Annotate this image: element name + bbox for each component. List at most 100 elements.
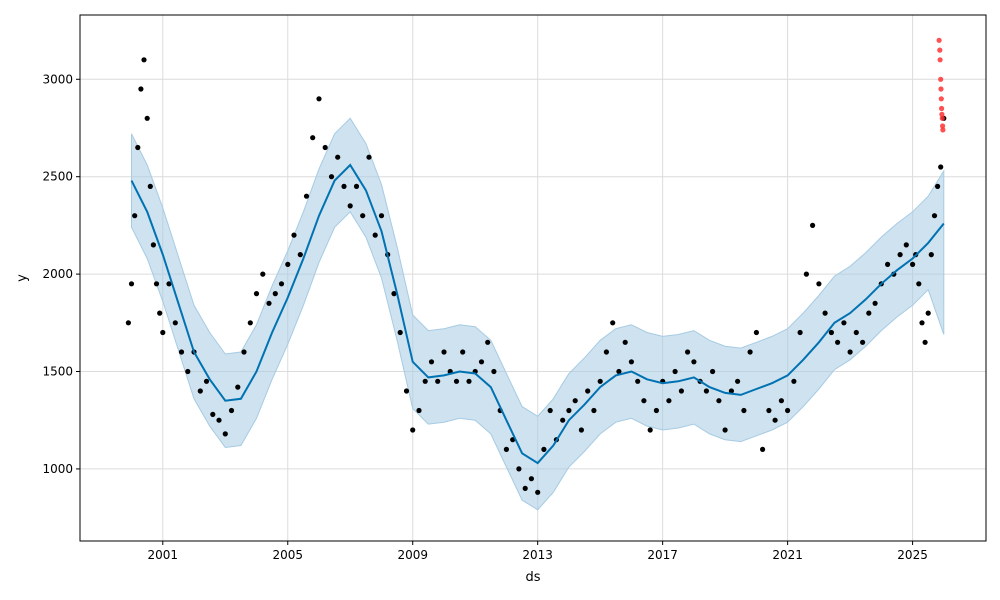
observed-point	[441, 349, 447, 355]
observed-point	[547, 407, 553, 414]
observed-point	[672, 368, 678, 375]
observed-point	[322, 144, 328, 151]
observed-point	[403, 388, 410, 394]
observed-point	[803, 271, 810, 277]
observed-point	[466, 378, 472, 384]
observed-point	[691, 359, 697, 365]
observed-point	[760, 446, 766, 452]
observed-point	[797, 329, 803, 336]
x-tick-label: 2005	[272, 548, 303, 562]
x-tick-label: 2021	[772, 548, 803, 562]
observed-point	[747, 349, 753, 355]
observed-point	[203, 378, 210, 384]
observed-point	[753, 329, 760, 336]
observed-point	[928, 252, 934, 258]
observed-point	[278, 281, 285, 287]
observed-point	[316, 96, 322, 102]
observed-point	[247, 320, 253, 326]
observed-point	[828, 329, 835, 336]
observed-point	[460, 349, 466, 355]
observed-point	[822, 310, 828, 316]
x-tick-label: 2009	[397, 548, 428, 562]
y-tick-label: 2500	[42, 170, 73, 184]
observed-point	[866, 310, 872, 316]
observed-point	[931, 213, 938, 219]
x-tick-label: 2025	[897, 548, 928, 562]
observed-point	[372, 232, 378, 238]
observed-point	[453, 378, 460, 384]
observed-point	[635, 378, 641, 384]
observed-point	[885, 261, 891, 267]
observed-point	[578, 427, 585, 433]
observed-point	[222, 431, 228, 437]
uncertainty-interval	[131, 117, 945, 511]
anomaly-points	[936, 37, 946, 133]
observed-point	[172, 320, 178, 326]
anomaly-point	[938, 96, 944, 102]
observed-point	[153, 281, 160, 287]
observed-point	[128, 281, 135, 287]
observed-point	[647, 427, 653, 433]
observed-point	[628, 359, 635, 365]
observed-point	[266, 300, 272, 306]
y-tick-label: 1500	[42, 365, 73, 379]
observed-point	[216, 417, 222, 423]
observed-point	[485, 339, 491, 345]
observed-point	[341, 183, 347, 189]
observed-point	[910, 261, 916, 267]
observed-point	[610, 320, 616, 326]
observed-point	[391, 291, 397, 297]
observed-point	[919, 320, 925, 326]
observed-point	[925, 310, 931, 316]
observed-point	[560, 417, 566, 423]
observed-point	[603, 349, 610, 355]
observed-point	[410, 427, 416, 433]
anomaly-point	[939, 105, 945, 112]
observed-point	[841, 320, 847, 326]
observed-point	[678, 388, 685, 394]
observed-point	[722, 427, 728, 433]
observed-point	[422, 378, 428, 384]
observed-point	[778, 398, 785, 404]
observed-point	[741, 407, 747, 414]
observed-point	[141, 57, 147, 63]
observed-point	[178, 349, 185, 355]
observed-point	[285, 261, 291, 267]
observed-point	[360, 213, 366, 219]
observed-point	[303, 193, 310, 199]
observed-point	[653, 407, 660, 414]
observed-point	[150, 242, 156, 248]
observed-point	[125, 320, 131, 326]
observed-point	[810, 222, 816, 228]
observed-point	[291, 232, 297, 238]
anomaly-point	[938, 86, 944, 92]
observed-point	[897, 252, 903, 258]
observed-point	[416, 407, 422, 414]
anomaly-point	[940, 127, 946, 133]
observed-point	[235, 384, 241, 390]
observed-point	[772, 417, 778, 423]
observed-point	[366, 154, 372, 160]
anomaly-point	[937, 47, 943, 53]
x-axis-ticks: 2001 2005 2009 2013 2017 2021 2025	[148, 541, 928, 562]
x-tick-label: 2017	[647, 548, 678, 562]
observed-point	[835, 339, 841, 345]
forecast-line	[130, 163, 945, 465]
observed-point	[297, 252, 303, 258]
observed-point	[491, 368, 497, 375]
observed-point	[616, 368, 622, 375]
observed-point	[916, 281, 922, 287]
observed-point	[166, 281, 172, 287]
observed-point	[591, 407, 597, 414]
observed-point	[585, 388, 591, 394]
observed-point	[147, 183, 153, 189]
observed-point	[144, 115, 150, 121]
observed-point	[872, 300, 878, 306]
observed-point	[335, 154, 341, 160]
observed-point	[703, 388, 710, 394]
anomaly-point	[939, 115, 945, 121]
observed-point	[935, 183, 941, 189]
anomaly-point	[936, 37, 942, 43]
observed-point	[685, 349, 691, 355]
